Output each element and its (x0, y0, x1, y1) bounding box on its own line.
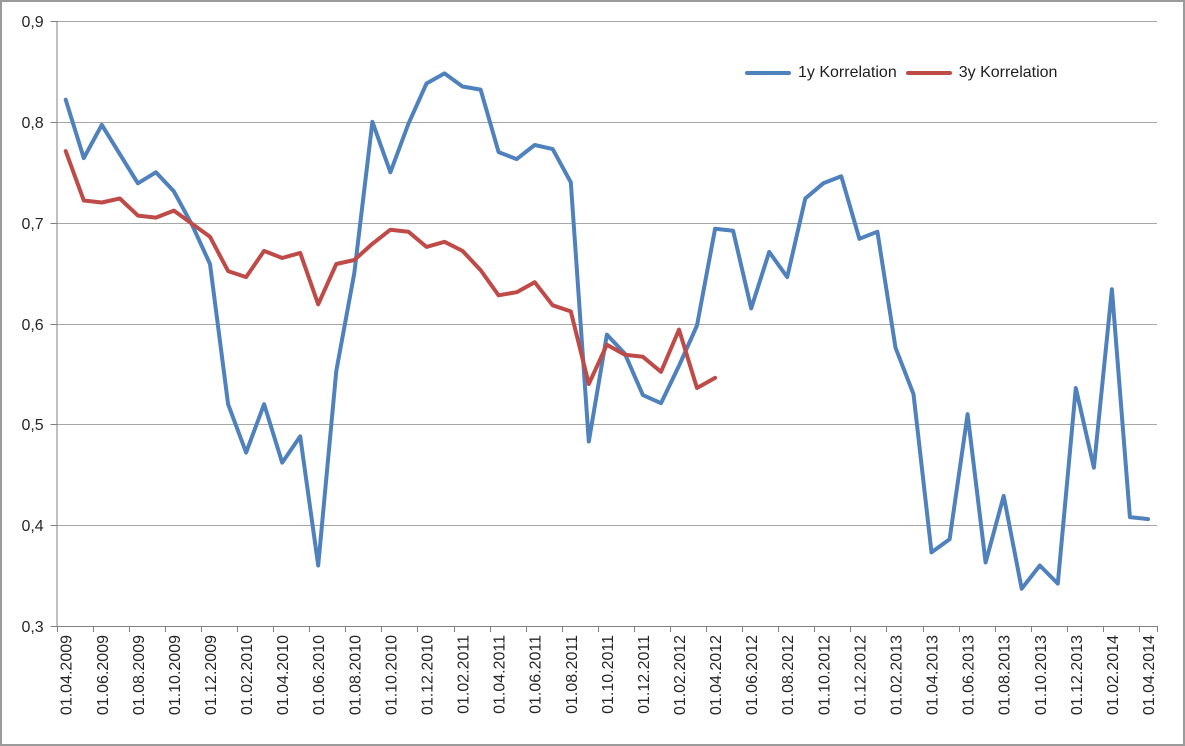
x-axis-label: 01.06.2012 (744, 635, 761, 715)
x-axis-label: 01.12.2012 (852, 635, 869, 715)
y-axis-label: 0,7 (21, 216, 43, 233)
x-axis-label: 01.02.2010 (239, 635, 256, 715)
x-axis-label: 01.04.2009 (59, 635, 76, 715)
x-axis-label: 01.12.2009 (203, 635, 220, 715)
x-axis-label: 01.08.2010 (347, 635, 364, 715)
x-axis-label: 01.02.2011 (456, 635, 473, 714)
x-axis-label: 01.08.2009 (131, 635, 148, 715)
x-axis-label: 01.02.2014 (1105, 635, 1122, 715)
y-axis-label: 0,5 (21, 417, 43, 434)
x-axis-label: 01.12.2010 (419, 635, 436, 715)
legend-item-1y-korrelation: 1y Korrelation (745, 64, 897, 82)
x-axis-label: 01.04.2010 (275, 635, 292, 715)
x-axis-label: 01.10.2011 (600, 635, 617, 714)
x-axis-label: 01.06.2011 (528, 635, 545, 714)
x-axis-label: 01.04.2011 (492, 635, 509, 714)
x-axis-label: 01.04.2013 (925, 635, 942, 715)
legend-label-1y: 1y Korrelation (798, 64, 897, 81)
legend-line-sample-red-icon (905, 71, 952, 75)
legend-label-3y: 3y Korrelation (958, 64, 1058, 81)
series-line-1y-korrelation (63, 71, 1150, 591)
x-axis-label: 01.06.2010 (311, 635, 328, 715)
x-axis-label: 01.04.2014 (1141, 635, 1158, 715)
legend-item-3y-korrelation: 3y Korrelation (905, 64, 1058, 82)
x-axis-label: 01.02.2013 (888, 635, 905, 715)
series-line-3y-korrelation (63, 149, 718, 390)
x-axis-label: 01.10.2012 (816, 635, 833, 715)
x-axis-label: 01.10.2010 (383, 635, 400, 715)
x-axis-label: 01.10.2009 (167, 635, 184, 715)
x-axis-label: 01.06.2013 (961, 635, 978, 715)
y-axis-label: 0,9 (21, 14, 43, 31)
x-axis-label: 01.08.2013 (997, 635, 1014, 715)
y-axis-label: 0,3 (21, 619, 43, 636)
legend: 1y Korrelation 3y Korrelation (745, 64, 1066, 82)
x-axis-label: 01.10.2013 (1033, 635, 1050, 715)
y-axis-label: 0,6 (21, 317, 43, 334)
legend-line-sample-blue-icon (745, 71, 791, 75)
y-axis-label: 0,4 (21, 518, 43, 535)
x-axis-label: 01.04.2012 (708, 635, 725, 715)
x-axis-label: 01.08.2011 (564, 635, 581, 714)
y-axis-label: 0,8 (21, 115, 43, 132)
x-axis-label: 01.12.2011 (636, 635, 653, 714)
x-axis-label: 01.02.2012 (672, 635, 689, 715)
x-axis-label: 01.08.2012 (780, 635, 797, 715)
x-axis-label: 01.06.2009 (95, 635, 112, 715)
x-axis-label: 01.12.2013 (1069, 635, 1086, 715)
